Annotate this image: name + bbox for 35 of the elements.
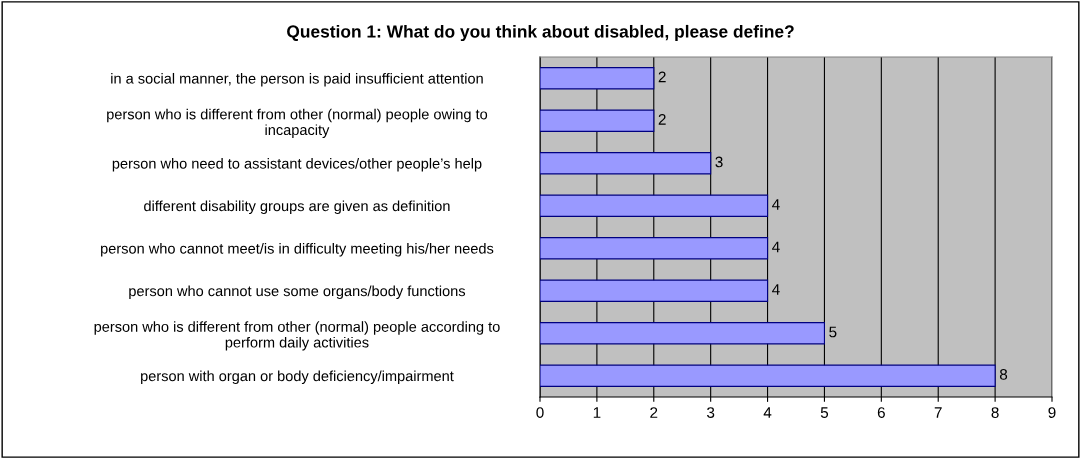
bar [540, 279, 769, 302]
bar [540, 194, 769, 217]
y-tick-label: person with organ or body deficiency/impairment [141, 370, 454, 385]
bar [540, 364, 996, 387]
bar [540, 152, 712, 175]
x-tick-label: 0 [536, 407, 544, 418]
data-label: 4 [772, 199, 780, 210]
bar [540, 67, 655, 90]
y-tick-label: person who need to assistant devices/other people’s help [112, 157, 482, 172]
data-label: 8 [999, 369, 1008, 380]
x-tick-label: 2 [650, 407, 658, 418]
y-tick-label: different disability groups are given as definition [144, 200, 450, 215]
x-tick-label: 7 [934, 407, 942, 418]
y-tick-label: person who is different from other (normal) people owing to incapacity [107, 108, 488, 138]
y-tick-label: person who is different from other (normal) people according to perform daily activities [94, 321, 500, 351]
bar [540, 322, 825, 345]
data-label: 2 [658, 71, 666, 83]
y-tick-label: person who cannot meet/is in difficulty meeting his/her needs [101, 242, 494, 257]
x-tick-label: 5 [820, 407, 829, 418]
bar [540, 109, 655, 132]
x-tick-label: 3 [707, 407, 715, 418]
data-label: 3 [715, 156, 723, 168]
data-label: 4 [772, 284, 780, 295]
x-tick-label: 6 [877, 407, 885, 418]
x-tick-label: 9 [1048, 407, 1056, 418]
chart-title: Question 1: What do you think about disabled, please define? [287, 24, 794, 42]
data-label: 2 [658, 114, 666, 125]
x-tick-label: 1 [593, 407, 601, 418]
data-label: 5 [829, 326, 837, 338]
y-tick-label: in a social manner, the person is paid insufficient attention [111, 72, 483, 87]
x-tick-label: 8 [991, 407, 999, 418]
data-label: 4 [772, 241, 780, 253]
x-tick-label: 4 [763, 407, 772, 418]
bar [540, 237, 769, 260]
y-tick-label: person who cannot use some organs/body functions [129, 285, 466, 300]
